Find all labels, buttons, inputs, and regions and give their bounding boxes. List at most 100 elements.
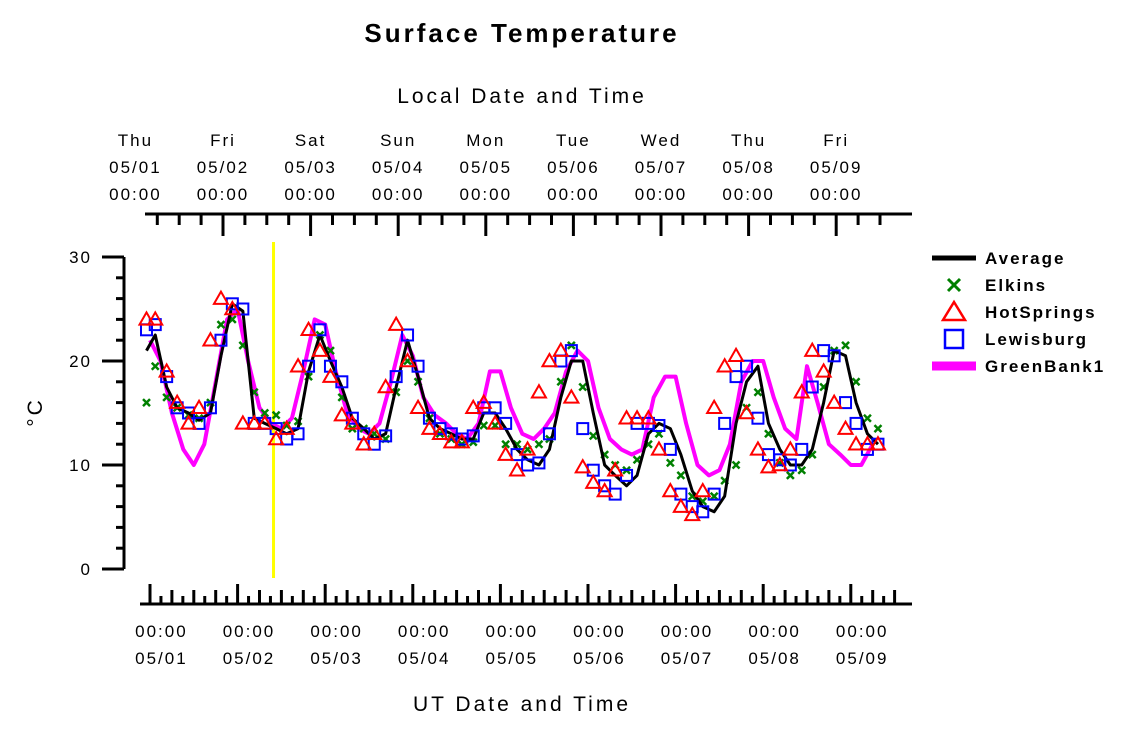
bottom-tick-label: 00:00 <box>486 622 539 641</box>
top-tick-label: 00:00 <box>372 185 425 204</box>
data-point-lewisburg <box>532 456 546 470</box>
top-tick-label: Thu <box>731 131 766 150</box>
data-point-lewisburg <box>740 359 754 373</box>
data-point-hotsprings <box>530 383 548 399</box>
data-point-elkins <box>731 460 741 470</box>
data-point-hotsprings <box>518 440 537 456</box>
data-point-lewisburg <box>323 359 337 373</box>
series-line-average <box>145 302 880 514</box>
top-tick-label: Wed <box>641 131 682 150</box>
data-point-elkins <box>501 439 511 449</box>
data-point-lewisburg <box>849 416 863 430</box>
data-point-hotsprings <box>595 481 614 498</box>
data-point-elkins <box>216 320 226 329</box>
data-point-elkins <box>479 421 489 430</box>
top-tick-label: 00:00 <box>635 185 688 204</box>
top-tick-label: 00:00 <box>109 185 162 204</box>
y-tick-label: 30 <box>69 248 92 267</box>
data-point-lewisburg <box>729 370 743 384</box>
data-point-lewisburg <box>466 429 480 443</box>
data-point-lewisburg <box>203 401 217 415</box>
data-point-hotsprings <box>552 341 570 357</box>
data-point-hotsprings <box>137 310 156 326</box>
data-point-hotsprings <box>715 357 734 373</box>
data-point-lewisburg <box>576 422 590 436</box>
data-point-lewisburg <box>839 396 853 410</box>
bottom-tick-label: 00:00 <box>836 622 889 641</box>
data-point-hotsprings <box>146 310 164 326</box>
data-point-elkins <box>142 398 151 407</box>
data-point-hotsprings <box>486 414 504 430</box>
data-point-lewisburg <box>313 323 327 337</box>
data-point-elkins <box>162 393 172 402</box>
legend: Average Elkins HotSprings Lewisburg GreenBan… <box>932 249 1103 376</box>
data-point-hotsprings <box>245 414 263 430</box>
data-point-hotsprings <box>759 458 778 474</box>
data-point-elkins <box>785 471 795 480</box>
legend-swatch-elkins <box>946 277 962 293</box>
data-point-lewisburg <box>401 328 415 342</box>
data-point-hotsprings <box>355 435 373 451</box>
top-tick-label: Mon <box>466 131 505 150</box>
top-tick-label: Sat <box>295 131 327 150</box>
data-point-hotsprings <box>847 435 865 451</box>
data-point-hotsprings <box>825 393 843 409</box>
data-point-hotsprings <box>672 497 690 513</box>
plot-area <box>137 242 887 578</box>
bottom-tick-label: 00:00 <box>310 622 363 641</box>
data-point-hotsprings <box>793 383 811 399</box>
data-point-lewisburg <box>696 505 710 519</box>
data-point-hotsprings <box>179 414 198 430</box>
data-point-elkins <box>578 382 588 392</box>
data-point-elkins <box>873 424 883 433</box>
data-point-hotsprings <box>289 357 307 373</box>
data-point-elkins <box>260 408 270 418</box>
data-point-elkins <box>851 377 861 387</box>
data-point-lewisburg <box>805 380 819 394</box>
y-axis-label: °C <box>24 397 47 427</box>
top-tick-label: 00:00 <box>810 185 863 204</box>
top-tick-label: 05/06 <box>547 158 600 177</box>
data-point-hotsprings <box>475 393 493 409</box>
data-point-elkins <box>676 471 686 480</box>
bottom-tick-label: 00:00 <box>661 622 714 641</box>
top-tick-label: 05/09 <box>810 158 863 177</box>
bottom-tick-label: 05/01 <box>135 649 188 668</box>
data-point-hotsprings <box>168 393 186 409</box>
data-point-hotsprings <box>650 440 668 456</box>
data-point-elkins <box>534 439 544 449</box>
data-point-hotsprings <box>562 388 581 404</box>
data-point-hotsprings <box>705 398 723 415</box>
data-point-hotsprings <box>869 435 887 451</box>
top-tick-label: 05/07 <box>635 158 688 177</box>
top-tick-label: 00:00 <box>547 185 600 204</box>
data-point-hotsprings <box>628 409 646 425</box>
top-tick-label: 00:00 <box>722 185 775 204</box>
top-tick-label: 05/01 <box>109 158 162 177</box>
top-tick-label: 00:00 <box>284 185 337 204</box>
data-point-hotsprings <box>409 398 427 415</box>
legend-swatch-hotsprings <box>940 299 968 322</box>
top-tick-label: Thu <box>118 131 153 150</box>
data-point-lewisburg <box>663 442 677 456</box>
data-point-hotsprings <box>771 455 789 472</box>
top-tick-label: 00:00 <box>197 185 250 204</box>
data-point-lewisburg <box>707 487 721 501</box>
data-point-hotsprings <box>157 362 176 378</box>
data-point-hotsprings <box>639 409 658 425</box>
top-tick-label: 05/04 <box>372 158 425 177</box>
data-point-hotsprings <box>453 433 471 449</box>
data-point-lewisburg <box>389 370 403 384</box>
data-point-hotsprings <box>398 351 417 368</box>
data-point-elkins <box>665 458 675 468</box>
data-point-hotsprings <box>606 461 624 477</box>
data-point-elkins <box>797 465 807 475</box>
data-point-hotsprings <box>442 433 461 449</box>
bottom-tick-label: 00:00 <box>135 622 188 641</box>
top-tick-label: 05/08 <box>722 158 775 177</box>
data-point-hotsprings <box>727 346 745 363</box>
data-point-hotsprings <box>574 458 592 474</box>
y-tick-label: 20 <box>69 352 92 371</box>
data-point-hotsprings <box>223 299 242 316</box>
